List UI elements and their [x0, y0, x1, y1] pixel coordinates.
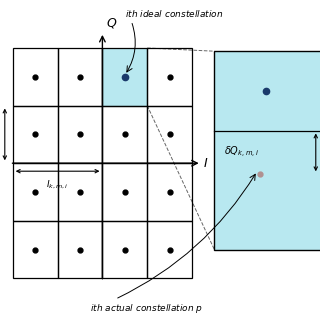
Text: $\delta Q_{k,m,i}$: $\delta Q_{k,m,i}$: [224, 145, 259, 160]
Bar: [147, 48, 192, 106]
Bar: [58, 48, 102, 106]
Bar: [13, 106, 58, 163]
Text: $i$th ideal constellation: $i$th ideal constellation: [125, 8, 223, 19]
Bar: [102, 163, 147, 221]
Bar: [102, 221, 147, 278]
Bar: [58, 106, 102, 163]
Bar: [147, 106, 192, 163]
Text: $I$: $I$: [203, 157, 209, 170]
Bar: [13, 163, 58, 221]
Bar: [214, 51, 320, 250]
Text: $Q$: $Q$: [106, 16, 117, 30]
Bar: [58, 221, 102, 278]
Text: $c,i$: $c,i$: [0, 128, 1, 140]
Bar: [102, 48, 147, 106]
Bar: [13, 221, 58, 278]
Text: $i$th actual constellation p: $i$th actual constellation p: [90, 302, 203, 316]
Bar: [102, 48, 147, 106]
Bar: [58, 163, 102, 221]
Text: $I_{k,m,i}$: $I_{k,m,i}$: [46, 178, 69, 190]
Bar: [147, 221, 192, 278]
Bar: [147, 163, 192, 221]
Bar: [102, 106, 147, 163]
Bar: [13, 48, 58, 106]
